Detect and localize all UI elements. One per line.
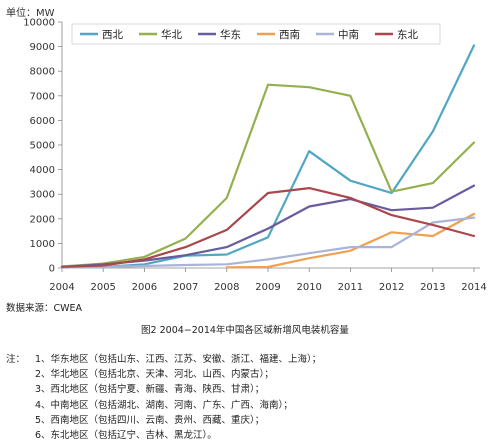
x-tick-label: 2004 (49, 282, 74, 293)
series-lines (60, 44, 476, 269)
series-line-5 (60, 216, 476, 269)
x-tick-label: 2012 (379, 282, 404, 293)
figure-caption: 图2 2004−2014年中国各区域新增风电装机容量 (141, 325, 349, 336)
series-line-2 (60, 83, 476, 268)
legend-label-1: 西北 (102, 29, 123, 41)
note-3-text: 3、西北地区（包括宁夏、新疆、青海、陕西、甘肃）； (35, 384, 265, 396)
note-6: 6、东北地区（包括辽宁、吉林、黑龙江）。 (6, 428, 321, 443)
note-1-text: 1、华东地区（包括山东、江西、江苏、安徽、浙江、福建、上海）； (35, 354, 322, 365)
series-line-4 (225, 212, 476, 269)
notes-head: 注： (6, 354, 26, 365)
x-tick-label: 2007 (173, 282, 198, 293)
y-tick-label: 4000 (30, 165, 55, 176)
legend: 西北 华北 华东 西南 中南 东北 (71, 23, 441, 45)
legend-label-3: 华东 (220, 28, 241, 41)
legend-label-5: 中南 (338, 28, 359, 41)
note-4-text: 4、中南地区（包括湖北、湖南、河南、广东、广西、海南）； (35, 399, 293, 411)
series-line-1 (60, 44, 476, 269)
y-tick-label: 1000 (30, 239, 55, 250)
note-5-text: 5、西南地区（包括四川、云南、贵州、西藏、重庆）； (35, 414, 265, 426)
x-tick-label: 2013 (420, 282, 445, 293)
y-tick-label: 2000 (30, 214, 55, 225)
legend-label-4: 西南 (279, 28, 300, 41)
notes: 注： 1、华东地区（包括山东、江西、江苏、安徽、浙江、福建、上海）； 2、华北地区… (6, 352, 321, 443)
note-2: 2、华北地区（包括北京、天津、河北、山西、内蒙古）； (6, 367, 321, 382)
y-tick-label: 8000 (30, 67, 55, 78)
series-line-6 (60, 187, 476, 268)
y-tick-label: 10000 (23, 18, 55, 29)
note-4: 4、中南地区（包括湖北、湖南、河南、广东、广西、海南）； (6, 398, 321, 413)
y-tick-label: 5000 (30, 141, 55, 152)
x-tick-label: 2011 (338, 282, 363, 293)
note-5: 5、西南地区（包括四川、云南、贵州、西藏、重庆）； (6, 413, 321, 428)
note-2-text: 2、华北地区（包括北京、天津、河北、山西、内蒙古）； (35, 369, 274, 381)
line-chart: 单位：MW 0 1000 2000 3000 4000 5000 6000 7000 8000 9… (6, 6, 487, 293)
x-tick-label: 2009 (255, 282, 280, 293)
unit-label: 单位：MW (6, 6, 55, 19)
y-tick-label: 3000 (30, 190, 55, 201)
x-tick-label: 2006 (132, 282, 157, 293)
note-6-text: 6、东北地区（包括辽宁、吉林、黑龙江）。 (35, 430, 217, 442)
data-source: 数据来源：CWEA (6, 303, 83, 314)
y-tick-label: 7000 (30, 91, 55, 102)
x-tick-label: 2010 (296, 282, 321, 293)
y-axis: 0 1000 2000 3000 4000 5000 6000 7000 8000 9000 100… (23, 18, 63, 275)
legend-label-6: 东北 (397, 28, 418, 41)
legend-label-2: 华北 (161, 28, 182, 41)
y-tick-label: 9000 (30, 42, 55, 53)
x-axis: 2004 2005 2006 2007 2008 2009 2010 2011 2012 2013… (49, 267, 487, 293)
y-tick-label: 6000 (30, 116, 55, 127)
x-tick-label: 2005 (90, 282, 115, 293)
x-tick-label: 2014 (461, 282, 486, 293)
legend-frame (71, 23, 441, 45)
series-line-3 (60, 184, 476, 269)
y-tick-label: 0 (49, 264, 55, 275)
note-1: 注： 1、华东地区（包括山东、江西、江苏、安徽、浙江、福建、上海）； (6, 352, 321, 367)
note-3: 3、西北地区（包括宁夏、新疆、青海、陕西、甘肃）； (6, 382, 321, 397)
x-tick-label: 2008 (214, 282, 239, 293)
